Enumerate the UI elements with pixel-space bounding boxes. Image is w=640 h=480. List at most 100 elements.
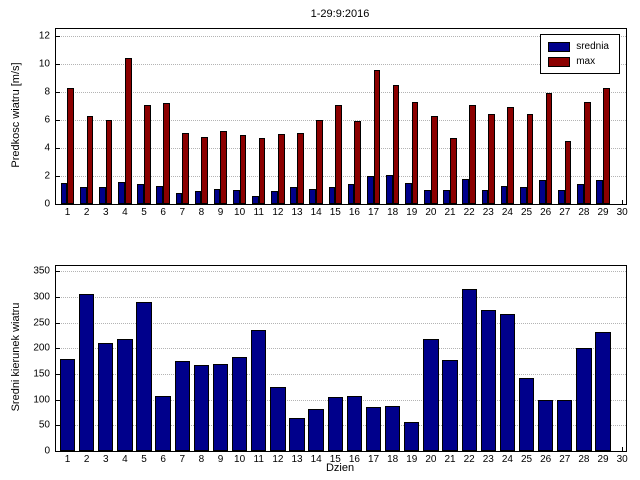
x-tick-label: 27 <box>559 207 571 218</box>
y-tick-mark <box>56 322 60 324</box>
bar-kierunek <box>384 405 401 451</box>
bar-kierunek <box>499 313 516 451</box>
x-tick-label: 29 <box>597 207 609 218</box>
x-tick-label: 23 <box>482 454 494 465</box>
bar-max <box>392 85 400 204</box>
gridline <box>56 36 626 37</box>
x-tick-label: 4 <box>122 207 128 218</box>
bar-kierunek <box>98 343 114 451</box>
x-tick-label: 16 <box>348 454 360 465</box>
bar-max <box>316 120 323 204</box>
gridline <box>56 296 626 298</box>
x-tick-label: 2 <box>83 207 90 218</box>
bar-srednia <box>347 184 355 204</box>
x-tick-label: 10 <box>234 207 246 218</box>
y-axis-label-wind-speed: Predkosc wiatru [m/s] <box>10 62 22 168</box>
bar-kierunek <box>404 421 420 451</box>
bar-srednia <box>290 187 297 204</box>
bar-kierunek <box>461 289 477 451</box>
bar-kierunek <box>155 395 171 451</box>
bar-kierunek <box>518 377 535 451</box>
gridline <box>56 271 626 273</box>
bar-kierunek <box>308 408 324 451</box>
x-tick-label: 22 <box>463 207 475 218</box>
gridline <box>56 373 626 375</box>
bar-srednia <box>577 184 584 204</box>
y-tick-label: 300 <box>33 291 50 303</box>
bar-max <box>277 134 285 204</box>
x-tick-label: 7 <box>179 454 186 465</box>
gridline <box>56 92 626 93</box>
bar-kierunek <box>231 357 248 451</box>
bar-kierunek <box>557 399 573 451</box>
y-tick-mark <box>56 373 60 375</box>
x-tick-label: 21 <box>444 207 456 218</box>
gridline <box>56 64 626 65</box>
x-tick-label: 29 <box>597 454 609 465</box>
gridline <box>56 348 626 350</box>
bar-srednia <box>309 188 317 204</box>
y-tick-label: 0 <box>44 198 50 210</box>
bar-kierunek <box>78 294 95 451</box>
x-tick-label: 24 <box>501 207 513 218</box>
bar-max <box>354 121 362 204</box>
bar-max <box>430 115 438 204</box>
x-tick-label: 2 <box>83 454 90 465</box>
y-tick-label: 12 <box>38 30 50 42</box>
bar-kierunek <box>117 338 133 451</box>
bar-max <box>564 141 572 204</box>
legend-swatch-srednia <box>548 41 571 52</box>
bar-max <box>526 114 534 204</box>
bar-srednia <box>500 185 508 204</box>
x-tick-label: 9 <box>217 454 224 465</box>
x-tick-label: 15 <box>329 454 341 465</box>
y-tick-label: 10 <box>38 58 50 70</box>
legend-swatch-max <box>548 56 571 67</box>
x-tick-label: 22 <box>463 454 475 465</box>
bar-kierunek <box>251 330 267 451</box>
y-tick-label: 50 <box>38 419 50 431</box>
bar-srednia <box>596 180 604 204</box>
x-tick-label: 4 <box>122 454 128 465</box>
y-tick-label: 350 <box>33 265 50 277</box>
y-tick-label: 100 <box>33 394 50 406</box>
bar-kierunek <box>270 386 286 451</box>
y-tick-label: 0 <box>44 445 50 457</box>
bar-max <box>297 132 304 204</box>
y-tick-mark <box>56 271 60 273</box>
legend-label-srednia: srednia <box>576 41 609 52</box>
gridline <box>56 322 626 324</box>
bar-max <box>603 87 610 204</box>
x-tick-label: 3 <box>102 207 109 218</box>
x-tick-label: 14 <box>310 207 322 218</box>
bar-kierunek <box>576 348 592 451</box>
x-tick-label: 24 <box>501 454 513 465</box>
bar-max <box>545 93 553 204</box>
bar-kierunek <box>193 364 209 451</box>
y-tick-mark <box>56 92 60 93</box>
bar-kierunek <box>365 407 382 451</box>
bar-srednia <box>385 174 393 204</box>
x-tick-label: 3 <box>102 454 109 465</box>
x-tick-label: 20 <box>425 207 437 218</box>
wind-speed-plot: srednia max 0 2 4 6 8 10 12 1 2 3 4 5 6 7 8 9 10 11 12 13 14… <box>39 28 628 218</box>
x-tick-label: 25 <box>520 207 533 218</box>
bar-max <box>583 101 591 204</box>
y-tick-mark <box>56 148 60 149</box>
legend-entry-max: max <box>548 54 609 69</box>
bar-srednia <box>424 190 431 204</box>
bar-srednia <box>443 190 451 204</box>
legend: srednia max <box>540 34 620 74</box>
bar-kierunek <box>289 417 305 451</box>
x-tick-label: 11 <box>253 454 264 465</box>
bar-srednia <box>271 191 278 204</box>
y-tick-mark <box>56 296 60 298</box>
bar-srednia <box>252 195 259 204</box>
bar-max <box>450 138 457 204</box>
bar-max <box>124 58 132 204</box>
bar-srednia <box>175 192 183 204</box>
bar-max <box>258 138 266 204</box>
bar-srednia <box>519 187 527 204</box>
bar-srednia <box>328 187 336 204</box>
bar-srednia <box>79 187 87 204</box>
